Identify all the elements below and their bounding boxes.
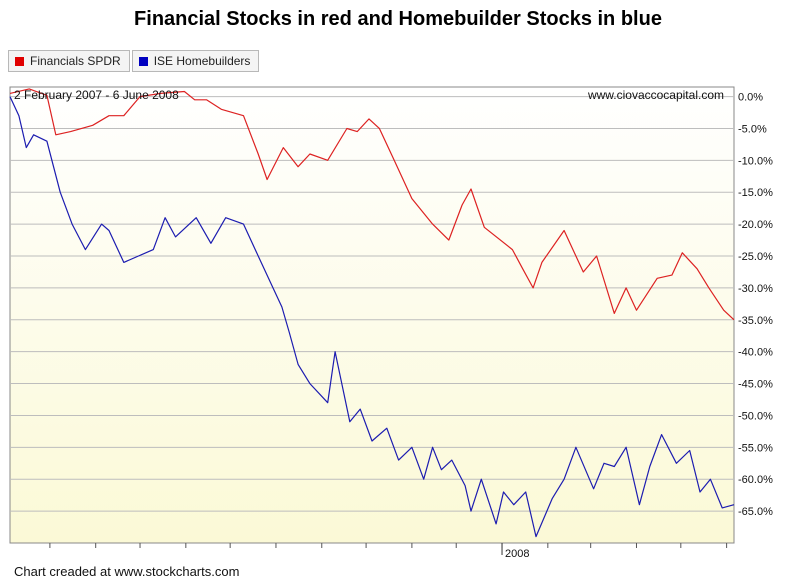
y-tick-label: -20.0% bbox=[738, 219, 773, 231]
grid bbox=[10, 96, 734, 512]
legend-item-homebuilders[interactable]: ISE Homebuilders bbox=[131, 50, 260, 72]
legend-swatch-financials bbox=[15, 56, 24, 66]
date-range: 2 February 2007 - 6 June 2008 bbox=[14, 88, 179, 102]
series-layer bbox=[9, 88, 735, 538]
source-label: www.ciovaccocapital.com bbox=[587, 88, 724, 102]
y-tick-label: -55.0% bbox=[738, 442, 773, 454]
y-tick-label: -35.0% bbox=[738, 315, 773, 327]
x-axis: 2008 bbox=[49, 543, 728, 560]
y-tick-label: -10.0% bbox=[738, 155, 773, 167]
y-tick-label: 0.0% bbox=[738, 92, 763, 104]
plot-area bbox=[9, 86, 735, 544]
y-tick-label: -65.0% bbox=[738, 506, 773, 518]
series-line-financials bbox=[9, 88, 735, 321]
y-tick-label: -45.0% bbox=[738, 379, 773, 391]
legend-item-financials[interactable]: Financials SPDR bbox=[8, 50, 130, 72]
footer-credit: Chart creaded at www.stockcharts.com bbox=[14, 564, 240, 579]
y-tick-label: -60.0% bbox=[738, 474, 773, 486]
legend-label-homebuilders: ISE Homebuilders bbox=[153, 54, 251, 68]
x-tick-label: 2008 bbox=[505, 548, 529, 560]
y-tick-label: -25.0% bbox=[738, 251, 773, 263]
y-tick-label: -5.0% bbox=[738, 123, 767, 135]
series-line-homebuilders bbox=[9, 96, 735, 538]
legend: Financials SPDR ISE Homebuilders bbox=[8, 50, 261, 72]
y-tick-label: -15.0% bbox=[738, 187, 773, 199]
y-tick-label: -30.0% bbox=[738, 283, 773, 295]
legend-label-financials: Financials SPDR bbox=[30, 54, 121, 68]
y-tick-label: -40.0% bbox=[738, 347, 773, 359]
y-tick-label: -50.0% bbox=[738, 410, 773, 422]
legend-swatch-homebuilders bbox=[138, 56, 148, 66]
y-axis: 0.0% -5.0% -10.0% -15.0% -20.0% -25.0% -30.0% -… bbox=[738, 92, 773, 519]
chart-title: Financial Stocks in red and Homebuilder … bbox=[134, 8, 662, 30]
